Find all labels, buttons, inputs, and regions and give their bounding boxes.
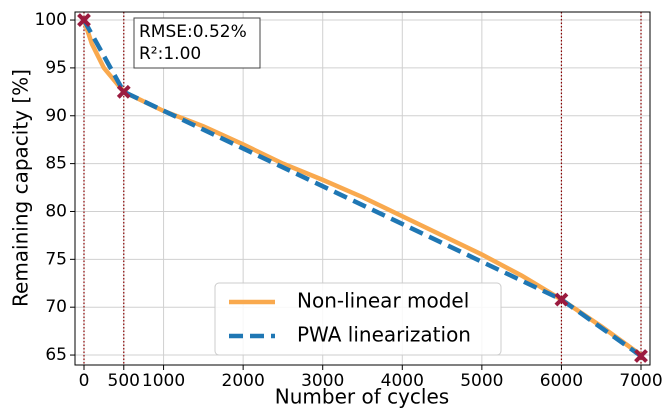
- breakpoint-marker: [77, 13, 91, 27]
- breakpoint-marker: [634, 349, 648, 363]
- breakpoint-marker: [116, 84, 131, 99]
- y-tick-label: 65: [45, 345, 67, 365]
- y-tick-label: 70: [45, 297, 67, 317]
- y-tick-label: 85: [45, 154, 67, 174]
- breakpoint-marker: [554, 292, 569, 307]
- annotation: RMSE:0.52%: [139, 22, 247, 42]
- plot-frame: [74, 11, 651, 366]
- legend-box: [214, 282, 502, 356]
- x-tick-label: 1000: [142, 371, 185, 391]
- x-tick-label: 6000: [540, 371, 583, 391]
- series-line: [82, 18, 643, 358]
- y-axis-title: Remaining capacity [%]: [9, 69, 33, 307]
- annotation-box: [133, 17, 261, 69]
- x-tick-label: 5000: [460, 371, 503, 391]
- x-tick-label: 0: [79, 371, 90, 391]
- x-tick-label: 4000: [381, 371, 424, 391]
- x-axis-title: Number of cycles: [275, 385, 449, 409]
- legend-label: Non-linear model: [297, 289, 469, 313]
- x-tick-label: 2000: [222, 371, 265, 391]
- y-tick-label: 90: [45, 106, 67, 126]
- y-tick-label: 75: [45, 249, 67, 269]
- x-tick-label: 7000: [619, 371, 662, 391]
- y-tick-label: 80: [45, 201, 67, 221]
- x-tick-label: 3000: [301, 371, 344, 391]
- legend-label: PWA linearization: [297, 323, 471, 347]
- y-tick-label: 95: [45, 58, 67, 78]
- annotation: R²:1.00: [139, 44, 201, 64]
- x-tick-label: 500: [108, 371, 140, 391]
- y-tick-label: 100: [35, 10, 67, 30]
